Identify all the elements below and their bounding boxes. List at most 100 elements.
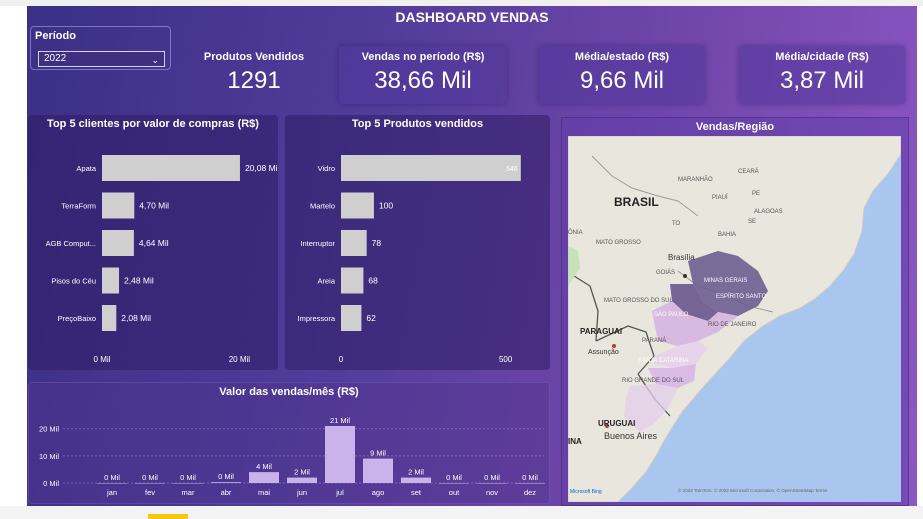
period-selected-value: 2022 [44,53,67,64]
category-label: TerraForm [61,202,96,211]
x-tick-label: 500 [499,355,513,364]
data-label: 21 Mil [330,416,350,425]
x-tick-label: ago [372,488,385,497]
bar [515,483,545,484]
period-dropdown[interactable]: 2022 ⌄ [38,51,165,67]
bar [102,155,240,181]
kpi-produtos-vendidos: Produtos Vendidos 1291 [190,46,318,104]
data-label: 100 [379,201,393,211]
bar [477,483,507,484]
map-label-rondonia: ÔNIA [568,229,583,236]
x-tick-label: mai [258,488,270,497]
dashboard-title: DASHBOARD VENDAS [395,9,549,25]
map-label-brasilia: Brasília [668,253,695,262]
map-label-se: SE [748,219,756,225]
kpi-value: 9,66 Mil [579,67,665,94]
map-label-santa-catarina: SANTA CATARINA [638,358,688,364]
vendas-mes-svg: 20 Mil 10 Mil 0 Mil 0 Mil jan 0 Mil fev 0 Mil ma… [39,416,545,497]
bar [102,305,117,331]
category-label: Apata [76,164,96,173]
x-tick-label: jun [296,488,307,497]
kpi-label: Média/estado (R$) [574,51,670,63]
page-tab-indicator [148,514,188,519]
map-label-argentina: INA [568,437,582,446]
data-label: 0 Mil [522,473,538,482]
bar [363,458,393,483]
data-label: 2,08 Mil [121,313,151,323]
y-tick-label: 10 Mil [39,452,59,461]
region-parana[interactable] [654,341,708,368]
x-tick-label: out [449,488,460,497]
kpi-value: 3,87 Mil [779,67,865,94]
green-area [568,246,580,286]
data-label: 62 [366,313,376,323]
data-label: 2,48 Mil [124,276,154,286]
data-label: 0 Mil [484,473,500,482]
region-sao-paulo[interactable] [652,301,738,346]
map-label-buenos-aires: Buenos Aires [604,431,658,441]
map-label-espirito-santo: ESPÍRITO SANTO [716,293,766,300]
period-slicer: Período 2022 ⌄ [30,26,171,70]
map-label-uruguai: URUGUAI [598,419,635,428]
y-tick-label: 20 Mil [39,425,59,434]
bottom-strip [0,506,923,519]
bar [102,267,120,294]
top-clientes-chart: Top 5 clientes por valor de compras (R$)… [28,115,278,370]
bar [341,230,367,256]
country-border [573,275,599,342]
period-label: Período [35,30,76,42]
x-tick-label: jan [106,488,117,497]
data-label: 4,70 Mil [139,201,169,211]
data-label: 4 Mil [256,462,272,471]
chart-title: Top 5 Produtos vendidos [351,118,484,130]
bar [325,426,355,483]
map-label-sao-paulo: SÃO PAULO [654,311,689,318]
region-rio-grande-do-sul[interactable] [624,384,678,432]
x-tick-label: abr [221,488,232,497]
kpi-media-estado: Média/estado (R$) 9,66 Mil [539,46,705,104]
data-label: 4,64 Mil [139,238,169,248]
vendas-mes-chart: Valor das vendas/mês (R$) 20 Mil 10 Mil 0 … [28,382,550,504]
map-label-piaui: PIAUÍ [712,194,728,201]
vendas-regiao-map: Vendas/Região BRASIL PARAGUAI URUGUAI Br… [561,117,909,506]
report-canvas: DASHBOARD VENDAS Período 2022 ⌄ Produtos… [27,6,917,506]
top-produtos-chart: Top 5 Produtos vendidos Vidro 546 Martelo 1… [285,115,550,370]
map-label-assuncao: Assunção [588,349,619,356]
buenos-aires-marker [605,424,609,428]
map-attribution[interactable]: © 2022 TomTom, © 2022 Microsoft Corporat… [678,487,828,493]
top-strip [0,0,923,6]
bar [341,192,374,219]
map-label-goias: GOIÁS [656,269,675,276]
region-minas-gerais[interactable] [688,251,768,316]
chart-title: Valor das vendas/mês (R$) [219,386,359,398]
data-label: 9 Mil [370,449,386,458]
bar [287,477,317,483]
map-label-brasil: BRASIL [614,195,659,209]
category-label: Pisos do Céu [51,277,96,286]
x-tick-label: 0 Mil [94,355,111,364]
x-tick-label: mar [182,488,195,497]
region-santa-catarina[interactable] [648,364,696,388]
bar [401,477,431,483]
kpi-label: Vendas no período (R$) [361,51,485,63]
data-label: 2 Mil [294,468,310,477]
data-label: 546 [506,166,518,173]
map-label-parana: PARANÁ [642,337,666,344]
data-label: 0 Mil [104,473,120,482]
data-label: 20,08 Mil [245,163,278,173]
bar [97,483,127,484]
kpi-label: Produtos Vendidos [203,51,305,63]
map-svg[interactable]: BRASIL PARAGUAI URUGUAI Brasília Assunçã… [568,136,901,502]
bar [173,483,203,484]
kpi-media-cidade: Média/cidade (R$) 3,87 Mil [739,46,905,104]
bar [249,472,279,483]
map-label-rio-grande-do-sul: RIO GRANDE DO SUL [622,378,685,384]
bar [341,305,362,331]
region-goias-df[interactable] [670,284,718,321]
kpi-label: Média/cidade (R$) [775,51,869,63]
category-label: Vidro [318,164,335,173]
bar [439,483,469,484]
state-border [591,155,699,217]
data-label: 0 Mil [180,473,196,482]
bar [102,230,134,256]
